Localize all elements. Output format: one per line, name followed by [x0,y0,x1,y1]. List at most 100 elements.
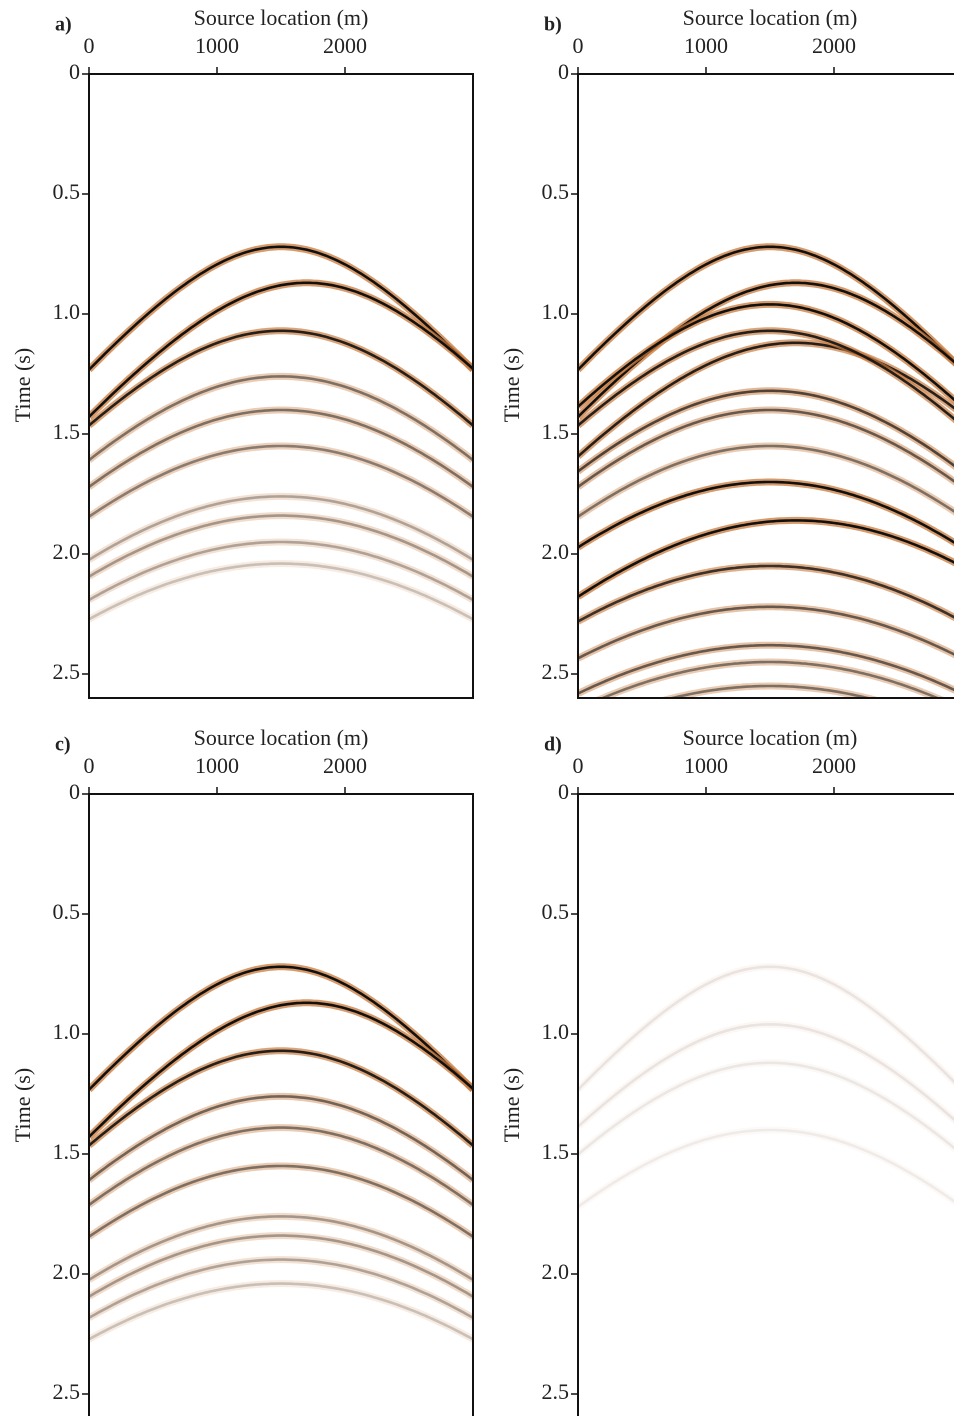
x-axis-label: Source location (m) [194,725,369,750]
x-tick-label: 1000 [195,753,239,778]
y-tick-label: 2.5 [53,1379,81,1404]
event [578,519,954,598]
x-axis-label: Source location (m) [683,5,858,30]
plot-frame [577,793,954,1416]
y-tick-label: 1.0 [53,1019,81,1044]
event-halo [578,963,954,1093]
event-halo [89,1232,473,1300]
y-tick-label: 0.5 [542,179,570,204]
event [578,389,954,473]
event [89,1282,473,1341]
events [578,963,954,1210]
event [578,408,954,488]
y-tick-label: 2.5 [542,1379,570,1404]
y-axis-label: Time (s) [10,1068,35,1142]
x-tick-label: 1000 [195,33,239,58]
event-halo [89,442,473,520]
event [89,495,473,561]
y-tick-label: 0 [558,779,569,804]
event [89,408,473,488]
event-halo [89,279,473,420]
events [89,243,473,623]
y-tick-label: 0 [69,59,80,84]
event [89,281,473,418]
x-axis-label: Source location (m) [194,5,369,30]
panel-label: d) [544,734,562,756]
plot-frame [88,793,474,1416]
event [89,514,473,578]
y-tick-label: 1.0 [53,299,81,324]
event [89,1258,473,1319]
y-tick-label: 1.5 [53,1139,81,1164]
x-tick-label: 2000 [323,753,367,778]
x-tick-label: 2000 [323,33,367,58]
event-halo [89,999,473,1140]
event [89,245,473,371]
y-tick-label: 0 [69,779,80,804]
event-halo [89,1280,473,1343]
event-halo [89,963,473,1093]
y-tick-label: 0.5 [542,899,570,924]
event [599,660,941,698]
panel: b) Source location (m) Time (s) 0 1000 2000 0 0… [499,5,954,699]
event-halo [89,512,473,580]
plot-frame [88,73,474,699]
x-tick-label: 1000 [684,753,728,778]
event [89,1126,473,1207]
y-tick-label: 2.0 [542,1259,570,1284]
y-tick-label: 2.0 [53,1259,81,1284]
event-halo [89,243,473,373]
event [578,341,954,458]
x-tick-label: 0 [573,753,584,778]
y-tick-label: 1.5 [542,419,570,444]
event [578,1128,954,1208]
event [578,643,954,695]
y-tick-label: 2.5 [542,659,570,684]
y-axis-label: Time (s) [10,348,35,422]
event [89,375,473,462]
event-halo [89,538,473,604]
y-tick-label: 1.0 [542,1019,570,1044]
event [89,965,473,1091]
event [578,480,954,549]
x-tick-label: 0 [84,753,95,778]
event [578,444,954,518]
y-tick-label: 2.5 [53,659,81,684]
x-tick-label: 2000 [812,753,856,778]
y-tick-label: 1.5 [53,419,81,444]
panel: d) Source location (m) Time (s) 0 1000 2000 0 0… [499,725,954,1416]
y-tick-label: 2.0 [542,539,570,564]
event [89,1234,473,1298]
x-tick-label: 2000 [812,33,856,58]
y-tick-label: 1.5 [542,1139,570,1164]
event [89,1095,473,1182]
event [578,329,954,427]
event [89,562,473,621]
event [89,444,473,518]
event-halo [89,1256,473,1321]
event-halo [578,1126,954,1210]
x-tick-label: 0 [573,33,584,58]
panel-label: b) [544,14,562,36]
x-tick-label: 0 [84,33,95,58]
y-axis-label: Time (s) [499,1068,524,1142]
event [89,1049,473,1147]
event [578,965,954,1091]
event [578,1023,954,1128]
event-halo [578,1020,954,1130]
event [89,1215,473,1281]
plot-frame [577,73,954,699]
event [667,684,873,698]
event-halo [578,516,954,600]
y-axis-label: Time (s) [499,348,524,422]
events [89,963,473,1343]
event [578,245,954,371]
panel: a) Source location (m) Time (s) 0 1000 2000 0 0… [10,5,474,699]
event [89,1001,473,1138]
event [578,564,954,623]
x-axis-label: Source location (m) [683,725,858,750]
y-tick-label: 0.5 [53,899,81,924]
event [89,1164,473,1238]
y-tick-label: 0.5 [53,179,81,204]
